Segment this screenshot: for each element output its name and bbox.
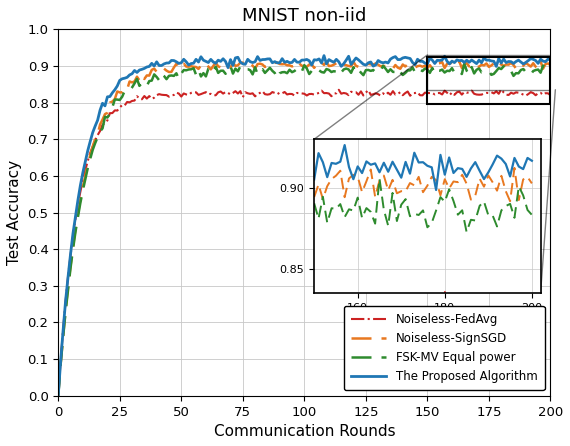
Noiseless-SignSGD [294, 58, 300, 64]
The Proposed Algorithm [323, 61, 330, 66]
Noiseless-FedAvg [234, 91, 241, 96]
FSK-MV Equal power [99, 126, 106, 131]
Noiseless-SignSGD [547, 62, 554, 68]
FSK-MV Equal power [461, 61, 468, 66]
Y-axis label: Test Accuracy: Test Accuracy [7, 160, 22, 265]
FSK-MV Equal power [234, 69, 241, 74]
FSK-MV Equal power [547, 70, 554, 75]
Line: Noiseless-FedAvg: Noiseless-FedAvg [58, 90, 551, 396]
Noiseless-FedAvg [320, 91, 327, 96]
Noiseless-FedAvg [498, 87, 504, 92]
X-axis label: Communication Rounds: Communication Rounds [214, 424, 395, 439]
Line: The Proposed Algorithm: The Proposed Algorithm [58, 56, 551, 396]
Line: Noiseless-SignSGD: Noiseless-SignSGD [58, 61, 551, 396]
FSK-MV Equal power [320, 70, 327, 75]
The Proposed Algorithm [547, 57, 554, 62]
Noiseless-SignSGD [262, 64, 268, 70]
Noiseless-SignSGD [99, 117, 106, 122]
The Proposed Algorithm [508, 59, 515, 64]
Noiseless-SignSGD [234, 62, 241, 68]
Noiseless-FedAvg [99, 122, 106, 128]
The Proposed Algorithm [99, 101, 106, 106]
FSK-MV Equal power [508, 68, 515, 74]
Noiseless-FedAvg [262, 91, 268, 97]
Noiseless-SignSGD [57, 361, 64, 366]
Noiseless-FedAvg [57, 357, 64, 363]
FSK-MV Equal power [262, 70, 268, 75]
Noiseless-FedAvg [55, 393, 62, 398]
Noiseless-SignSGD [323, 59, 330, 65]
The Proposed Algorithm [57, 358, 64, 363]
Bar [428, 57, 551, 104]
Noiseless-FedAvg [547, 92, 554, 98]
Title: MNIST non-iid: MNIST non-iid [242, 7, 367, 25]
The Proposed Algorithm [234, 54, 241, 60]
Noiseless-FedAvg [508, 90, 515, 95]
FSK-MV Equal power [55, 393, 62, 398]
Bar [428, 55, 555, 90]
FSK-MV Equal power [57, 361, 64, 367]
Line: FSK-MV Equal power: FSK-MV Equal power [58, 64, 551, 396]
The Proposed Algorithm [55, 393, 62, 398]
The Proposed Algorithm [320, 53, 327, 58]
The Proposed Algorithm [262, 57, 268, 62]
Noiseless-SignSGD [55, 393, 62, 398]
Noiseless-SignSGD [508, 60, 515, 66]
Legend: Noiseless-FedAvg, Noiseless-SignSGD, FSK-MV Equal power, The Proposed Algorithm: Noiseless-FedAvg, Noiseless-SignSGD, FSK… [344, 306, 544, 390]
